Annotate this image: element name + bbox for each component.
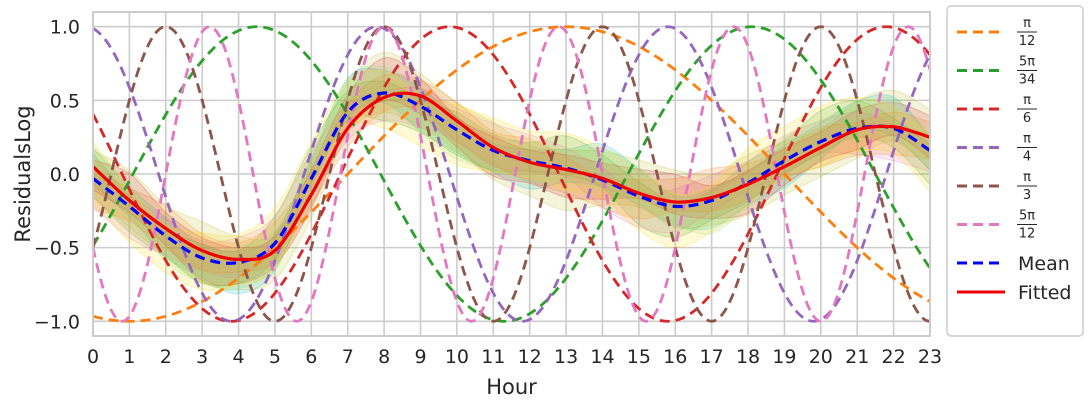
plot-frame [92, 11, 931, 337]
mean-fitted-lines [91, 91, 931, 265]
y-tick-label: 0.5 [50, 90, 80, 112]
y-tick-label: −1.0 [34, 311, 80, 333]
x-tick-label: 18 [736, 346, 760, 368]
confidence-bands [92, 51, 931, 295]
x-tick-label: 8 [378, 346, 390, 368]
x-tick-label: 2 [160, 346, 172, 368]
x-tick-label: 10 [445, 346, 469, 368]
legend-label-denominator: 12 [1019, 34, 1036, 49]
cosine-line [91, 25, 932, 323]
y-tick-label: 0.0 [50, 164, 80, 186]
cosine-line [92, 25, 931, 323]
legend-label-denominator: 34 [1019, 73, 1036, 88]
legend: π 12 5π 34 π 6 π 4 π 3 5π 12 Mean Fitted [946, 5, 1084, 337]
x-tick-label: 14 [590, 346, 614, 368]
x-tick-label: 0 [87, 346, 99, 368]
x-tick-label: 22 [882, 346, 906, 368]
cosine-lines [91, 25, 932, 323]
x-tick-label: 12 [518, 346, 542, 368]
x-tick-label: 1 [123, 346, 135, 368]
x-tick-label: 15 [627, 346, 651, 368]
y-axis-title: ResidualsLog [11, 105, 35, 242]
legend-label-denominator: 4 [1023, 150, 1031, 165]
y-tick-labels: 1.0 0.5 0.0 −0.5 −1.0 [34, 17, 80, 334]
x-tick-labels: 0 1 2 3 4 5 6 7 8 9 10 11 12 13 14 15 16 17 18 19 20 21 22 23 [87, 346, 942, 368]
legend-label: Mean [1018, 253, 1070, 275]
y-tick-label: −0.5 [34, 238, 80, 260]
x-tick-label: 13 [554, 346, 578, 368]
legend-label-numerator: π [1023, 16, 1031, 31]
x-tick-label: 6 [305, 346, 317, 368]
legend-label-numerator: π [1023, 132, 1031, 147]
x-tick-label: 21 [845, 346, 869, 368]
cosine-line [92, 25, 932, 323]
legend-label-denominator: 12 [1019, 227, 1036, 242]
legend-label-numerator: π [1023, 170, 1031, 185]
cosine-line [91, 25, 931, 323]
legend-label-denominator: 3 [1023, 188, 1031, 203]
legend-label: Fitted [1018, 282, 1071, 304]
x-tick-label: 4 [233, 346, 245, 368]
legend-label-numerator: π [1023, 93, 1031, 108]
grid [92, 12, 931, 336]
x-tick-label: 19 [772, 346, 796, 368]
x-tick-label: 23 [918, 346, 942, 368]
x-axis-title: Hour [486, 375, 537, 399]
x-tick-label: 16 [663, 346, 687, 368]
x-tick-label: 7 [342, 346, 354, 368]
cosine-line [91, 25, 932, 323]
x-tick-label: 17 [700, 346, 724, 368]
x-tick-label: 11 [481, 346, 505, 368]
legend-label-denominator: 6 [1023, 111, 1031, 126]
legend-label-numerator: 5π [1019, 55, 1035, 70]
x-tick-label: 20 [809, 346, 833, 368]
x-tick-label: 5 [269, 346, 281, 368]
cosine-line [91, 25, 932, 323]
x-tick-label: 9 [414, 346, 426, 368]
legend-box [946, 5, 1084, 337]
legend-label-numerator: 5π [1019, 209, 1035, 224]
y-tick-label: 1.0 [50, 17, 80, 39]
fitted-line [91, 91, 931, 262]
x-tick-label: 3 [196, 346, 208, 368]
